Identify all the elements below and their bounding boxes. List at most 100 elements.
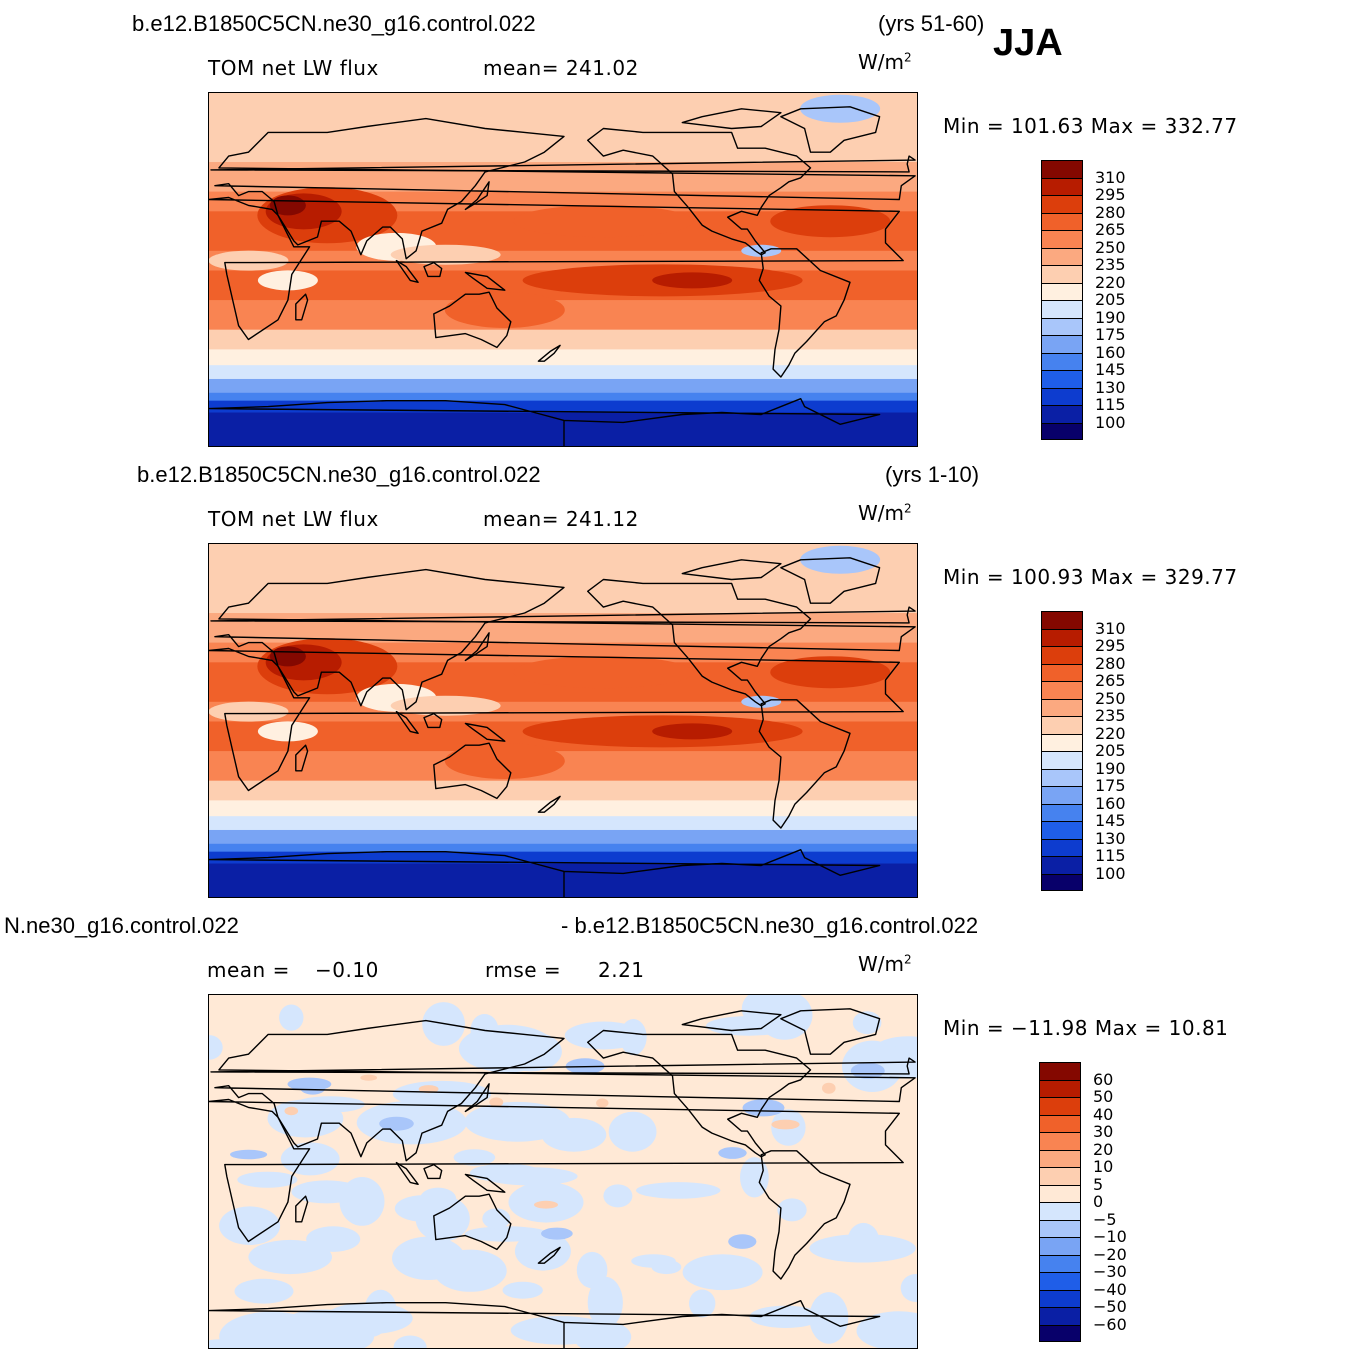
colorbar-tick-label: 205 [1095,290,1126,309]
colorbar-swatch [1039,1237,1081,1255]
colorbar-tick-label: 145 [1095,811,1126,830]
coastline [587,578,812,707]
coastline [433,1193,512,1251]
colorbar-swatch [1041,230,1083,248]
coastline [758,699,851,829]
colorbar-tick-label: 130 [1095,377,1126,397]
coastline [464,1173,506,1193]
coastline [681,108,782,130]
colorbar-swatch [1041,405,1083,423]
panel1-years: (yrs 51-60) [878,11,985,36]
coastline [210,606,916,624]
colorbar-tick-label: 235 [1095,255,1126,274]
colorbar-swatch [1041,768,1083,786]
coastline [464,181,490,211]
colorbar-swatch [1041,352,1083,370]
coastline [537,795,561,813]
coastline [210,155,916,173]
colorbar-swatch [1041,195,1083,213]
panel3-right-title: - b.e12.B1850C5CN.ne30_g16.control.022 [561,913,979,938]
colorbar-swatch [1041,422,1083,440]
colorbar-tick-label: 205 [1095,741,1126,760]
colorbar-swatch [1041,873,1083,891]
colorbar-swatch [1039,1079,1081,1097]
colorbar-tick-label: 115 [1095,846,1126,865]
coastline [433,742,512,800]
panel3-map [208,994,918,1349]
coastline [209,1300,881,1348]
colorbar-tick-label: 130 [1095,828,1126,848]
panel2-mean: mean= 241.12 [483,507,639,531]
coastline [423,261,443,278]
colorbar-tick-label: 50 [1093,1087,1114,1106]
colorbar-swatch [1041,838,1083,856]
colorbar-tick-label: −30 [1093,1262,1127,1281]
coastline [464,1083,490,1113]
panel3-rmse-value: 2.21 [598,958,645,982]
colorbar-tick-label: −50 [1093,1297,1127,1316]
colorbar-tick-label: 190 [1095,758,1126,778]
colorbar-tick-label: 5 [1093,1174,1104,1194]
coastline [464,722,506,742]
coastline [587,127,812,256]
panel3-minmax: Min = −11.98 Max = 10.81 [943,1016,1229,1040]
colorbar-swatch [1041,786,1083,804]
panel2-case-title: b.e12.B1850C5CN.ne30_g16.control.022 [137,462,541,487]
coastline [209,849,881,897]
coastline [209,398,881,446]
colorbar-tick-label: 60 [1093,1069,1114,1089]
coastline [214,568,916,711]
coastline [780,557,881,604]
coastline [537,344,561,362]
panel2-map [208,543,918,898]
coastline [423,1163,443,1180]
panel2-minmax: Min = 100.93 Max = 329.77 [943,565,1238,589]
coastline [433,291,512,349]
colorbar-swatch [1041,663,1083,681]
colorbar-tick-label: 295 [1095,185,1126,204]
panel3-units: W/m2 [858,952,912,976]
coastline [758,1150,851,1280]
colorbar-tick-label: 40 [1093,1104,1114,1124]
panel1-variable-label: TOM net LW flux [208,56,379,80]
panel1-minmax: Min = 101.63 Max = 332.77 [943,114,1238,138]
colorbar-swatch [1041,716,1083,734]
colorbar-swatch [1041,317,1083,335]
colorbar-swatch [1041,751,1083,769]
colorbar-tick-label: 100 [1095,863,1126,883]
panel2-units: W/m2 [858,501,912,525]
coastline [681,559,782,581]
colorbar-tick-label: −60 [1093,1314,1127,1334]
colorbar-tick-label: 265 [1095,671,1126,690]
colorbar-swatch [1039,1289,1081,1307]
colorbar-swatch [1039,1254,1081,1272]
coastline [295,293,309,321]
colorbar-tick-label: 265 [1095,220,1126,239]
coastline [210,1057,916,1075]
coastline [780,1008,881,1055]
colorbar-tick-label: 310 [1095,167,1126,187]
coastline [464,271,506,291]
coastline [464,632,490,662]
colorbar-swatch [1041,247,1083,265]
colorbar-swatch [1041,177,1083,195]
colorbar-swatch [1041,335,1083,353]
colorbar-swatch [1039,1132,1081,1150]
colorbar-tick-label: 250 [1095,237,1126,257]
colorbar-tick-label: 175 [1095,776,1126,795]
colorbar-tick-label: 220 [1095,723,1126,743]
coastline [295,744,309,772]
coastline [681,1010,782,1032]
coastline [209,196,904,341]
colorbar-swatch [1039,1149,1081,1167]
colorbar-tick-label: 175 [1095,325,1126,344]
colorbar-tick-label: 295 [1095,636,1126,655]
coastline [395,259,419,283]
colorbar-tick-label: 145 [1095,360,1126,379]
colorbar-swatch [1041,733,1083,751]
colorbar-tick-label: −5 [1093,1209,1117,1229]
colorbar-tick-label: 160 [1095,342,1126,362]
panel2-variable-label: TOM net LW flux [208,507,379,531]
panel3-rmse-label: rmse = [485,958,562,982]
colorbar-tick-label: 30 [1093,1122,1114,1141]
